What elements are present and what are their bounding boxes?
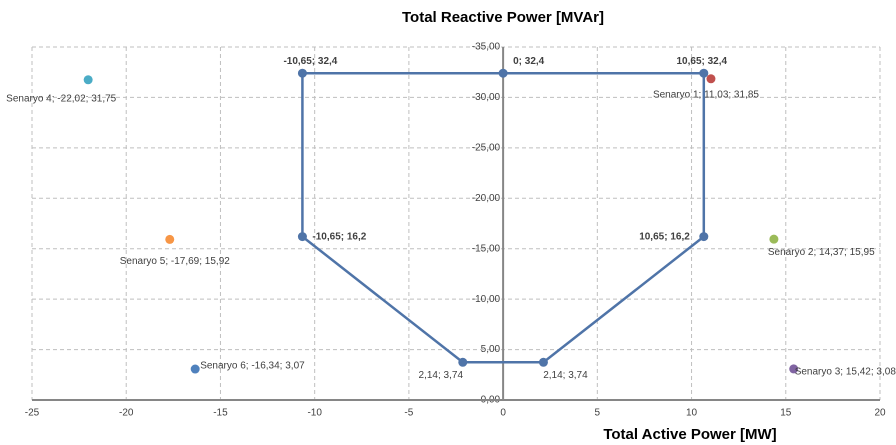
y-tick-label: -35,00 [472,42,501,53]
data-label: 2,14; 3,74 [419,370,464,381]
data-label: Senaryo 6; -16,34; 3,07 [200,361,305,372]
x-axis-title: Total Active Power [MW] [603,426,776,443]
point [458,357,468,367]
x-tick-label: -10 [307,408,322,419]
data-label: Senaryo 1; 11,03; 31,85 [653,89,759,100]
data-label: 10,65; 16,2 [639,231,690,242]
data-label: Senaryo 4; -22,02; 31,75 [6,93,117,104]
point [498,68,508,78]
y-tick-label: 5,00 [481,344,501,355]
x-tick-label: 5 [595,408,601,419]
data-label: Senaryo 5; -17,69; 15,92 [120,256,231,267]
data-label: -10,65; 32,4 [283,56,337,67]
y-tick-label: -15,00 [472,243,501,254]
x-tick-label: 0 [500,408,506,419]
x-tick-label: 20 [874,408,886,419]
data-label: 10,65; 32,4 [676,56,727,67]
point [165,234,175,244]
y-tick-label: -25,00 [472,142,501,153]
point [769,234,779,244]
x-tick-label: 10 [686,408,698,419]
data-label: 0; 32,4 [513,56,545,67]
x-tick-label: 15 [780,408,792,419]
data-label: Senaryo 3; 15,42; 3,08 [795,367,896,378]
chart-title: Total Reactive Power [MVAr] [402,9,604,26]
y-tick-label: -20,00 [472,193,501,204]
data-label: -10,65; 16,2 [312,231,366,242]
data-label: Senaryo 2; 14,37; 15,95 [768,247,875,258]
point [190,364,200,374]
point [297,68,307,78]
boundary-line [301,71,706,364]
point [706,74,716,84]
point [699,68,709,78]
point [83,75,93,85]
x-tick-label: -25 [25,408,40,419]
x-tick-label: -5 [404,408,413,419]
point [297,232,307,242]
point [538,357,548,367]
x-tick-label: -15 [213,408,228,419]
y-tick-label: -30,00 [472,92,501,103]
y-tick-label: -10,00 [472,294,501,305]
point [699,232,709,242]
x-tick-label: -20 [119,408,134,419]
data-label: 2,14; 3,74 [543,370,588,381]
point [789,364,799,374]
